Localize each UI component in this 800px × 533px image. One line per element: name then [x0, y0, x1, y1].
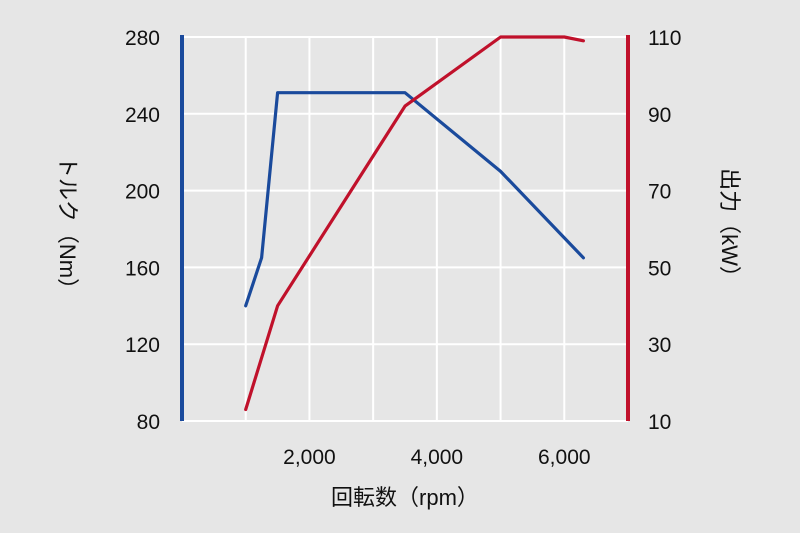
x-axis-label: 回転数（rpm）	[331, 485, 479, 510]
right-axis-label: 出力（kW）	[717, 168, 742, 288]
left-axis-label: トルク（Nm）	[55, 156, 80, 300]
left-tick-label: 80	[137, 411, 160, 434]
left-tick-label: 120	[125, 334, 160, 357]
left-tick-label: 160	[125, 257, 160, 280]
x-tick-label: 2,000	[283, 446, 336, 469]
right-tick-label: 10	[648, 411, 671, 434]
x-tick-label: 6,000	[538, 446, 591, 469]
x-tick-label: 4,000	[411, 446, 464, 469]
right-tick-label: 90	[648, 104, 671, 127]
x-tick-labels: 2,000 4,000 6,000	[283, 446, 590, 469]
right-tick-label: 110	[648, 27, 681, 50]
right-tick-label: 30	[648, 334, 671, 357]
right-tick-labels: 10 30 50 70 90 110	[648, 27, 681, 434]
left-tick-label: 280	[125, 27, 160, 50]
torque-series-line	[244, 91, 586, 308]
power-series-line	[244, 35, 586, 412]
left-tick-label: 200	[125, 181, 160, 204]
grid-lines	[182, 36, 628, 422]
left-tick-label: 240	[125, 104, 160, 127]
right-tick-label: 70	[648, 181, 671, 204]
left-tick-labels: 80 120 160 200 240 280	[125, 27, 160, 434]
series-layer	[244, 35, 586, 412]
right-tick-label: 50	[648, 257, 671, 280]
